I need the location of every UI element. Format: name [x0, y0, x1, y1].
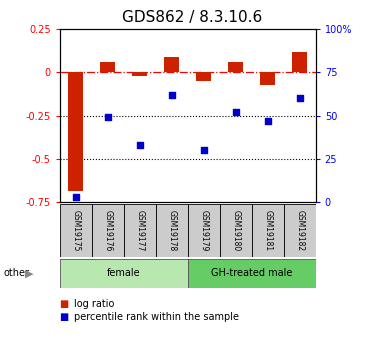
Text: other: other: [4, 268, 30, 278]
Point: [105, 115, 111, 120]
Bar: [284, 204, 316, 257]
Bar: [220, 204, 252, 257]
Point: [169, 92, 175, 98]
Text: GSM19178: GSM19178: [167, 210, 176, 251]
Text: GSM19182: GSM19182: [295, 210, 304, 251]
Bar: [124, 204, 156, 257]
Text: GDS862 / 8.3.10.6: GDS862 / 8.3.10.6: [122, 10, 263, 25]
Point: [264, 118, 271, 124]
Bar: [60, 259, 188, 288]
Bar: [188, 204, 220, 257]
Bar: [188, 259, 316, 288]
Point: [233, 109, 239, 115]
Text: GSM19180: GSM19180: [231, 210, 240, 251]
Bar: [132, 72, 147, 76]
Text: GH-treated male: GH-treated male: [211, 268, 292, 278]
Point: [137, 142, 143, 148]
Bar: [293, 52, 307, 72]
Text: log ratio: log ratio: [74, 299, 115, 308]
Bar: [69, 72, 83, 191]
Point: [201, 147, 207, 153]
Bar: [164, 57, 179, 72]
Bar: [100, 62, 115, 72]
Bar: [92, 204, 124, 257]
Text: GSM19176: GSM19176: [103, 210, 112, 251]
Text: GSM19179: GSM19179: [199, 210, 208, 251]
Text: ■: ■: [60, 299, 72, 308]
Text: GSM19175: GSM19175: [71, 210, 80, 251]
Text: GSM19181: GSM19181: [263, 210, 272, 251]
Text: ▶: ▶: [25, 268, 33, 278]
Point: [296, 96, 303, 101]
Text: percentile rank within the sample: percentile rank within the sample: [74, 313, 239, 322]
Bar: [60, 204, 92, 257]
Text: ■: ■: [60, 313, 72, 322]
Bar: [261, 72, 275, 85]
Bar: [228, 62, 243, 72]
Text: female: female: [107, 268, 141, 278]
Bar: [196, 72, 211, 81]
Text: GSM19177: GSM19177: [135, 210, 144, 251]
Point: [73, 194, 79, 199]
Bar: [252, 204, 284, 257]
Bar: [156, 204, 188, 257]
